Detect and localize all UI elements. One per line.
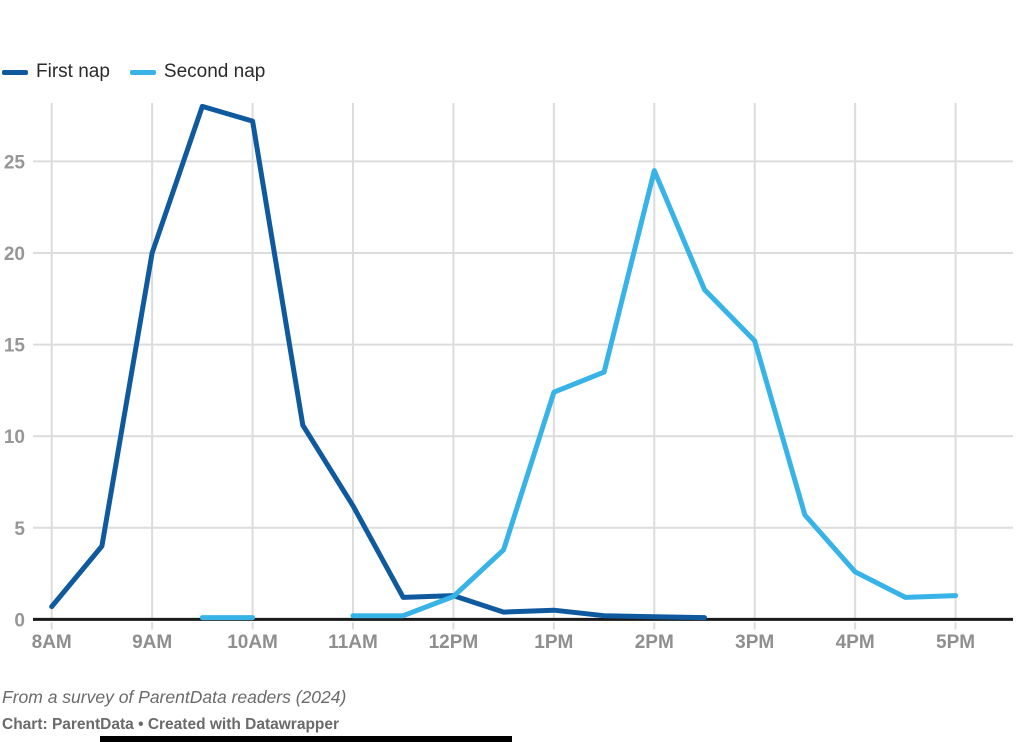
legend-label-first-nap: First nap [36, 61, 110, 82]
x-axis-tick-label: 11AM [328, 632, 378, 653]
attribution: Chart: ParentData • Created with Datawra… [2, 716, 340, 733]
x-axis-tick-label: 4PM [836, 632, 875, 653]
y-axis-tick-label: 20 [4, 244, 25, 265]
y-axis-tick-label: 5 [14, 519, 25, 540]
x-axis-tick-label: 8AM [32, 632, 72, 653]
x-axis-tick-label: 10AM [227, 632, 278, 653]
legend-label-second-nap: Second nap [163, 61, 266, 82]
legend-item-second-nap: Second nap [129, 61, 266, 83]
y-axis-tick-label: 10 [4, 427, 25, 448]
nap-time-line-chart: 0 5 10 15 20 25 8AM 9AM 10AM 11AM 12PM 1PM 2PM 3PM 4PM… [4, 103, 1013, 653]
x-axis-tick-label: 3PM [735, 632, 774, 653]
second-nap-line [350, 168, 959, 619]
bottom-bar-artifact [100, 736, 512, 742]
legend-item-first-nap: First nap [2, 61, 110, 83]
second-nap-line-swatch [129, 69, 156, 75]
first-nap-line [49, 103, 707, 621]
y-axis-tick-label: 15 [4, 336, 26, 357]
first-nap-line-swatch [2, 69, 28, 75]
x-axis-tick-label: 9AM [132, 632, 172, 653]
chart-legend: First nap Second nap [2, 61, 265, 83]
x-axis-tick-label: 2PM [635, 632, 674, 653]
x-axis-tick-label: 5PM [936, 632, 975, 653]
x-axis-tick-label: 1PM [534, 632, 573, 653]
source-note: From a survey of ParentData readers (202… [2, 687, 347, 707]
y-axis-tick-label: 25 [4, 152, 26, 173]
x-axis-tick-label: 12PM [429, 632, 479, 653]
y-axis-tick-label: 0 [14, 610, 25, 631]
